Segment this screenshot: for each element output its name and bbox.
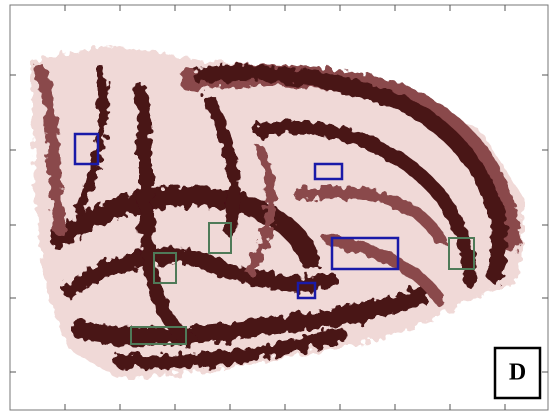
- figure-panel: D: [0, 0, 552, 414]
- panel-label: D: [509, 360, 526, 386]
